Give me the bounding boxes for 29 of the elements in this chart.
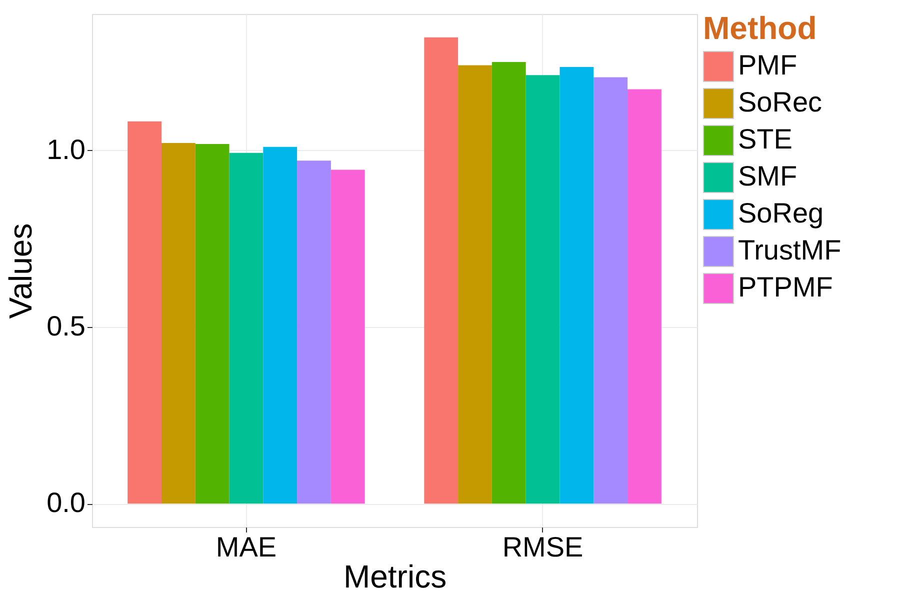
legend-label: SoReg (738, 198, 824, 228)
legend-label: STE (738, 124, 792, 154)
bar (128, 121, 162, 504)
bar (161, 142, 196, 504)
legend-label: PTPMF (738, 272, 833, 302)
bar (424, 37, 458, 504)
x-tick-label: MAE (216, 532, 277, 562)
x-tick-label: RMSE (502, 532, 584, 562)
bar (330, 170, 365, 504)
bar (263, 146, 298, 504)
y-tick-label: 0.0 (46, 487, 86, 518)
bar (195, 144, 230, 504)
bar (526, 75, 560, 504)
legend-label: SMF (738, 160, 798, 192)
legend-label: PMF (738, 50, 798, 80)
bar (458, 65, 492, 504)
legend-label: TrustMF (738, 234, 842, 266)
y-tick-label: 0.5 (46, 310, 86, 342)
bar (297, 160, 331, 504)
legend-title: Method (703, 10, 817, 46)
x-axis-title: Metrics (343, 558, 447, 594)
legend-label: SoRec (738, 86, 822, 118)
bar (628, 89, 662, 504)
bar (560, 66, 594, 504)
bar (229, 152, 264, 504)
y-axis-title: Values (2, 223, 39, 319)
bar (492, 62, 526, 504)
y-tick-label: 1.0 (46, 134, 86, 165)
bar (594, 77, 628, 504)
